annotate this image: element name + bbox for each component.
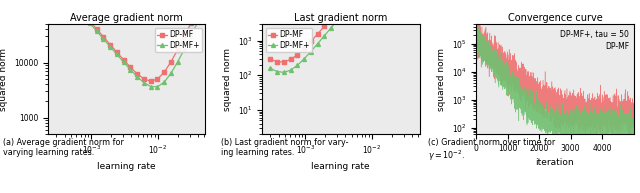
DP-MF+ [127, 69, 134, 71]
Title: Last gradient norm: Last gradient norm [294, 13, 387, 23]
DP-MF+ [321, 35, 328, 37]
DP-MF [120, 59, 127, 61]
Y-axis label: squared norm: squared norm [0, 48, 8, 111]
DP-MF [127, 66, 134, 68]
DP-MF [287, 58, 294, 61]
DP-MF+ [334, 19, 342, 21]
DP-MF [194, 8, 202, 10]
Text: (b) Last gradient norm for vary-
ing learning rates.: (b) Last gradient norm for vary- ing lea… [221, 138, 348, 157]
Line: DP-MF+: DP-MF+ [54, 0, 200, 89]
X-axis label: learning rate: learning rate [312, 162, 370, 171]
DP-MF+ [140, 81, 148, 84]
Y-axis label: squared norm: squared norm [223, 48, 232, 111]
DP-MF+ [147, 85, 154, 88]
DP-MF [321, 25, 328, 28]
DP-MF+ [348, 3, 355, 5]
DP-MF+ [174, 61, 182, 63]
Text: DP-MF+, tau = 50: DP-MF+, tau = 50 [560, 30, 629, 39]
DP-MF [307, 40, 315, 42]
DP-MF [167, 61, 175, 63]
DP-MF [273, 61, 281, 63]
Line: DP-MF: DP-MF [54, 0, 200, 83]
DP-MF+ [93, 30, 100, 32]
DP-MF [73, 4, 81, 7]
Text: DP-MF: DP-MF [605, 42, 629, 51]
DP-MF [93, 28, 100, 30]
DP-MF+ [307, 50, 315, 53]
DP-MF [133, 73, 141, 75]
DP-MF [327, 18, 335, 20]
DP-MF+ [194, 21, 202, 23]
DP-MF [340, 2, 348, 4]
DP-MF [334, 10, 342, 12]
DP-MF [267, 58, 275, 60]
DP-MF [160, 71, 168, 74]
DP-MF [147, 80, 154, 82]
DP-MF+ [66, 0, 74, 1]
DP-MF+ [300, 58, 308, 60]
DP-MF+ [294, 64, 301, 67]
Legend: DP-MF, DP-MF+: DP-MF, DP-MF+ [266, 28, 312, 52]
DP-MF+ [287, 69, 294, 71]
DP-MF+ [160, 81, 168, 83]
DP-MF [294, 53, 301, 56]
Title: Convergence curve: Convergence curve [508, 13, 602, 23]
DP-MF+ [79, 14, 87, 17]
DP-MF+ [340, 11, 348, 13]
DP-MF+ [314, 43, 321, 45]
DP-MF+ [73, 7, 81, 9]
DP-MF+ [273, 70, 281, 73]
DP-MF [154, 78, 161, 80]
DP-MF [280, 61, 288, 63]
Line: DP-MF+: DP-MF+ [268, 0, 414, 74]
Text: (c) Gradient norm over time for
$\gamma = 10^{-2}$.: (c) Gradient norm over time for $\gamma … [428, 138, 555, 163]
DP-MF+ [180, 48, 188, 50]
DP-MF [100, 36, 108, 38]
DP-MF [79, 12, 87, 15]
Legend: DP-MF, DP-MF+: DP-MF, DP-MF+ [155, 28, 202, 52]
DP-MF+ [188, 35, 195, 37]
Y-axis label: squared norm: squared norm [437, 48, 446, 111]
Text: (a) Average gradient norm for
varying learning rates.: (a) Average gradient norm for varying le… [3, 138, 124, 157]
DP-MF+ [86, 22, 94, 25]
DP-MF [106, 43, 114, 46]
DP-MF+ [167, 72, 175, 75]
Line: DP-MF: DP-MF [268, 0, 414, 64]
DP-MF+ [106, 46, 114, 48]
DP-MF [314, 33, 321, 35]
DP-MF [86, 20, 94, 22]
DP-MF+ [267, 67, 275, 70]
X-axis label: learning rate: learning rate [97, 162, 156, 171]
DP-MF [140, 78, 148, 80]
DP-MF+ [154, 86, 161, 88]
DP-MF+ [280, 71, 288, 74]
DP-MF [113, 51, 121, 53]
DP-MF+ [120, 61, 127, 63]
DP-MF [300, 47, 308, 50]
Title: Average gradient norm: Average gradient norm [70, 13, 183, 23]
X-axis label: iteration: iteration [536, 158, 574, 167]
DP-MF [180, 35, 188, 38]
DP-MF [174, 49, 182, 51]
DP-MF [188, 22, 195, 24]
DP-MF+ [327, 27, 335, 29]
DP-MF+ [113, 53, 121, 56]
DP-MF+ [100, 38, 108, 40]
DP-MF+ [133, 75, 141, 78]
